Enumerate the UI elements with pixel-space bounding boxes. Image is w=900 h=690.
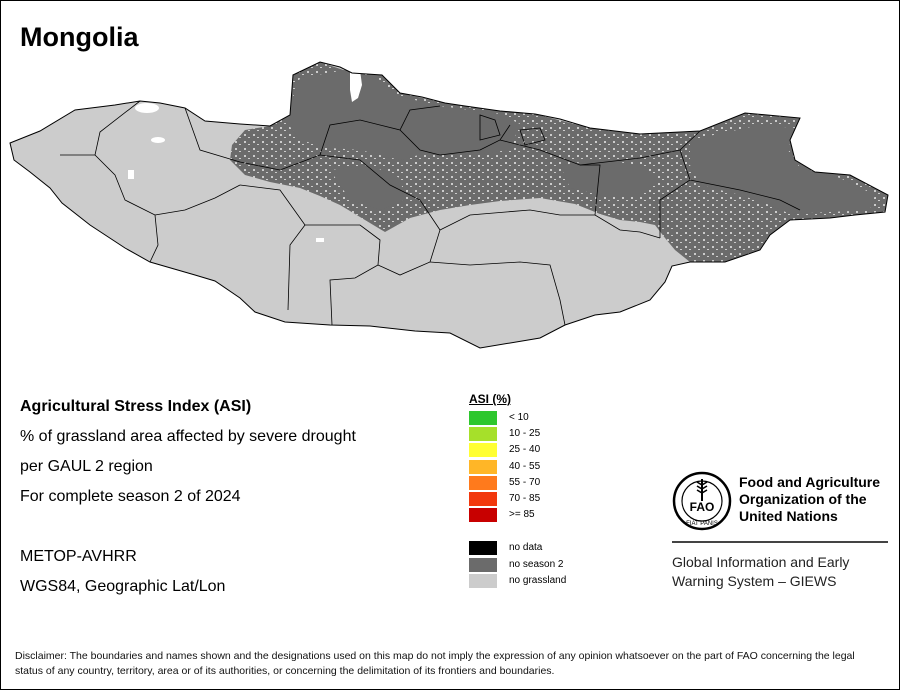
legend-swatch (469, 492, 497, 506)
legend-label: 10 - 25 (509, 428, 541, 440)
admin-boundaries (60, 100, 801, 326)
index-description: % of grassland area affected by severe d… (20, 428, 356, 445)
lake-small (128, 170, 134, 179)
legend-swatch (469, 574, 497, 588)
legend-swatch (469, 443, 497, 458)
giews-line2: Warning System – GIEWS (672, 573, 837, 589)
lake-uvs (135, 103, 159, 113)
region-level: per GAUL 2 region (20, 458, 153, 475)
organization-name-line3: United Nations (739, 508, 838, 524)
legend-swatch (469, 459, 497, 474)
legend-swatch (469, 541, 497, 555)
divider (672, 541, 888, 543)
legend-swatch (469, 557, 497, 572)
map-title: Mongolia (20, 22, 139, 52)
index-name: Agricultural Stress Index (ASI) (20, 398, 252, 415)
sensor-name: METOP-AVHRR (20, 548, 137, 565)
legend-swatch (469, 427, 497, 442)
legend-swatch (469, 411, 497, 425)
season-period: For complete season 2 of 2024 (20, 488, 241, 505)
disclaimer: Disclaimer: The boundaries and names sho… (15, 650, 855, 677)
legend-title: ASI (%) (469, 392, 511, 406)
legend-label: 40 - 55 (509, 460, 541, 472)
legend-label: no season 2 (509, 558, 564, 570)
country-outline (9, 61, 889, 349)
fao-logo-text: FAO (690, 500, 715, 514)
legend-label: no grassland (509, 575, 567, 586)
fao-logo-motto: FIAT PANIS (686, 521, 718, 527)
legend-label: no data (509, 542, 543, 553)
organization-name-line1: Food and Agriculture (739, 474, 881, 490)
projection: WGS84, Geographic Lat/Lon (20, 578, 226, 595)
legend-label: 25 - 40 (509, 444, 541, 456)
lake-khuvsgul (350, 68, 362, 102)
fao-logo: FAO FIAT PANIS (672, 471, 732, 531)
legend-label: 70 - 85 (509, 493, 541, 504)
legend-label: 55 - 70 (509, 476, 541, 488)
legend-label: >= 85 (509, 509, 535, 521)
organization-name-line2: Organization of the (739, 491, 867, 507)
legend-swatch (469, 475, 497, 490)
giews-name: Global Information and Early Warning Sys… (672, 553, 892, 591)
no-season-areas (230, 62, 888, 262)
lake-small-2 (316, 238, 324, 242)
lake-khyargas (151, 137, 165, 143)
organization-name: Food and Agriculture Organization of the… (739, 474, 899, 525)
giews-line1: Global Information and Early (672, 554, 850, 570)
country-map (9, 61, 889, 349)
legend-label: < 10 (509, 412, 529, 423)
legend-swatch (469, 508, 497, 523)
